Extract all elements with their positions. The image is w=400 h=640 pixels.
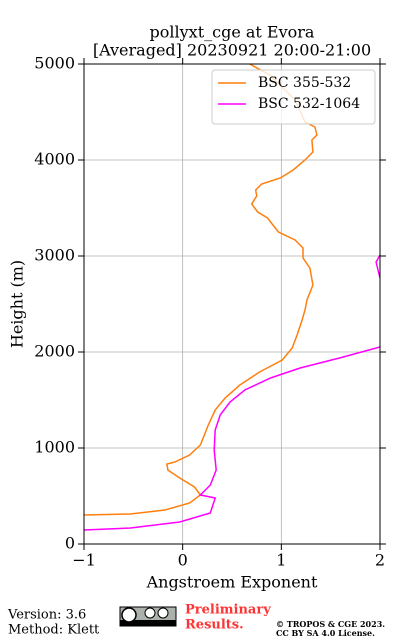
version: Version: 3.6 [7,608,86,623]
plot-frame [83,63,381,545]
legend-label: BSC 355-532 [258,75,351,91]
profile-line [84,64,318,516]
grid [83,63,381,545]
legend-label: BSC 532-1064 [258,96,360,112]
method: Method: Klett [8,623,100,638]
y-tick-label: 2000 [34,342,75,361]
y-tick-label: 4000 [34,150,75,169]
y-tick-label: 3000 [34,246,75,265]
x-tick-label: 2 [375,551,385,570]
preliminary: Results. [185,618,244,633]
copyright: © TROPOS & CGE 2023. [276,619,385,629]
y-tick-label: 0 [65,534,75,553]
legend-box [211,69,376,125]
license: CC BY SA 4.0 License. [276,628,375,638]
plot-lines [84,64,380,531]
x-axis-label: Angstroem Exponent [146,573,318,592]
x-tick-label: 1 [276,551,286,570]
x-tick-label: 0 [178,551,188,570]
x-tick-label: −1 [72,551,96,570]
y-tick-label: 1000 [34,438,75,457]
chart-subtitle: [Averaged] 20230921 20:00-21:00 [93,41,371,60]
cc-logo [119,606,177,627]
y-tick-label: 5000 [34,54,75,73]
y-axis-label: Height (m) [8,260,27,348]
legend: BSC 355-532 BSC 532-1064 [211,69,376,125]
chart-title: pollyxt_cge at Evora [150,23,315,42]
profile-line [84,254,380,531]
preliminary: Preliminary [185,603,271,618]
